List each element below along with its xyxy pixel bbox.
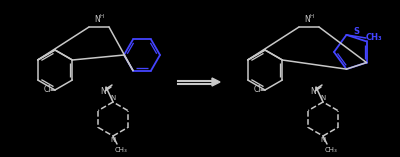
Text: N: N xyxy=(110,137,116,143)
Text: N: N xyxy=(320,137,326,143)
Text: N: N xyxy=(320,95,326,101)
Text: CH₃: CH₃ xyxy=(115,147,127,153)
Text: H: H xyxy=(100,14,104,19)
Text: N: N xyxy=(304,14,310,24)
Text: N: N xyxy=(110,95,116,101)
Text: Cl: Cl xyxy=(253,86,261,95)
Text: CH₃: CH₃ xyxy=(366,33,382,43)
Polygon shape xyxy=(212,78,220,86)
Text: N: N xyxy=(310,87,316,97)
Text: Cl: Cl xyxy=(43,86,51,95)
Text: CH₃: CH₃ xyxy=(325,147,337,153)
Text: N: N xyxy=(100,87,106,97)
Text: H: H xyxy=(310,14,314,19)
Text: N: N xyxy=(94,14,100,24)
Text: S: S xyxy=(353,27,359,36)
